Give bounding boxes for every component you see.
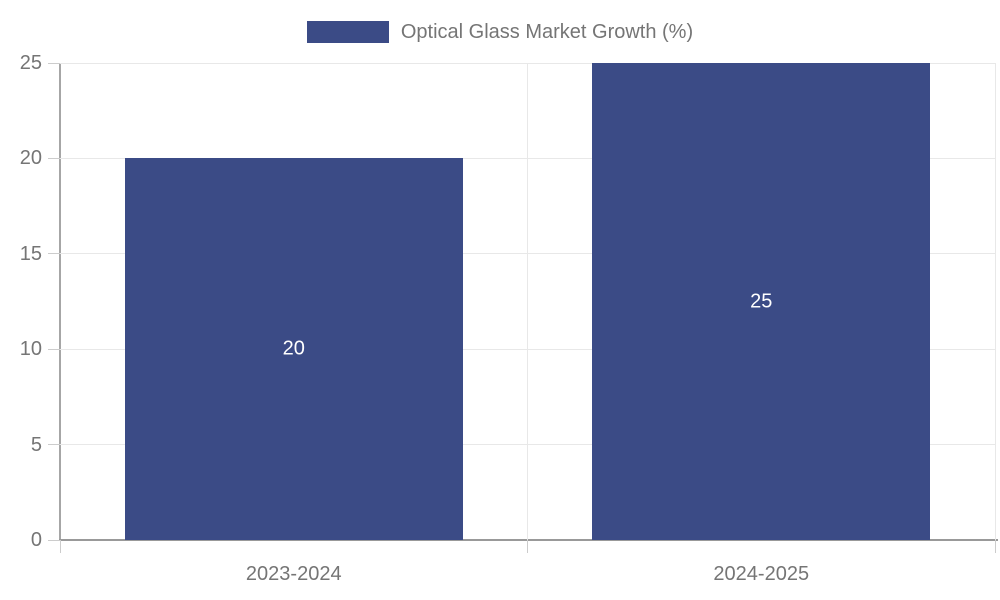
x-tick-label: 2023-2024: [245, 563, 342, 585]
bar-value-label: 25: [750, 290, 773, 312]
y-axis-line: [59, 63, 61, 540]
y-axis-tick: [48, 348, 60, 350]
y-tick-label: 25: [19, 52, 42, 74]
y-tick-label: 20: [19, 147, 42, 170]
y-axis-tick: [48, 444, 60, 446]
legend-label: Optical Glass Market Growth (%): [400, 21, 694, 43]
bar-2024-2025: [592, 63, 931, 540]
v-gridline: [527, 63, 528, 540]
x-axis-line: [59, 539, 998, 541]
x-axis-tick: [59, 540, 61, 553]
x-tick-label: 2024-2025: [713, 563, 810, 585]
v-gridline: [994, 63, 996, 540]
y-axis-tick: [48, 157, 60, 159]
y-tick-label: 15: [19, 242, 42, 265]
chart-legend: Optical Glass Market Growth (%): [0, 21, 1000, 43]
y-axis-tick: [48, 539, 60, 541]
bar-2023-2024: [124, 158, 463, 540]
y-tick-label: 5: [30, 433, 42, 456]
y-axis-tick: [48, 253, 60, 255]
bar-value-label: 20: [282, 337, 305, 360]
y-tick-label: 10: [19, 338, 42, 361]
y-tick-label: 0: [30, 529, 42, 551]
y-axis-tick: [48, 62, 60, 64]
x-axis-tick: [994, 540, 996, 553]
legend-swatch-icon: [306, 21, 389, 43]
x-axis-tick: [527, 540, 528, 553]
